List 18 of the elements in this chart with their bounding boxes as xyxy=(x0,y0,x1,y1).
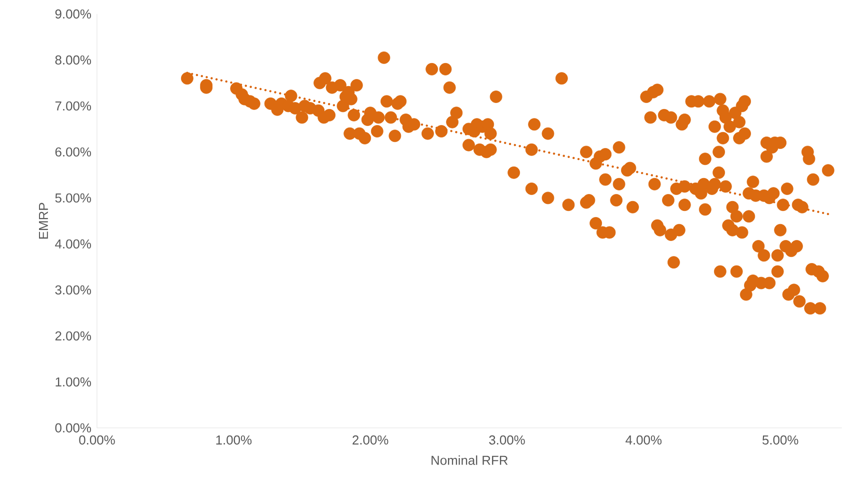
x-tick-label: 3.00% xyxy=(489,435,525,445)
y-axis-title: EMRP xyxy=(39,202,48,239)
y-tick-label: 6.00% xyxy=(55,147,92,157)
x-tick-label: 5.00% xyxy=(762,435,798,445)
y-tick-label: 4.00% xyxy=(55,239,92,249)
y-tick-label: 9.00% xyxy=(55,9,92,19)
y-tick-label: 5.00% xyxy=(55,193,92,203)
y-tick-label: 1.00% xyxy=(56,377,92,387)
y-tick-label: 0.00% xyxy=(55,423,92,433)
y-tick-label: 8.00% xyxy=(55,55,92,65)
y-tick-label: 2.00% xyxy=(55,331,92,341)
x-axis-title: Nominal RFR xyxy=(432,455,508,465)
x-tick-label: 0.00% xyxy=(79,435,115,445)
x-tick-label: 4.00% xyxy=(626,435,662,445)
x-tick-label: 2.00% xyxy=(352,435,388,445)
x-tick-label: 1.00% xyxy=(216,435,252,445)
y-tick-label: 7.00% xyxy=(55,101,92,111)
y-tick-label: 3.00% xyxy=(55,285,92,295)
